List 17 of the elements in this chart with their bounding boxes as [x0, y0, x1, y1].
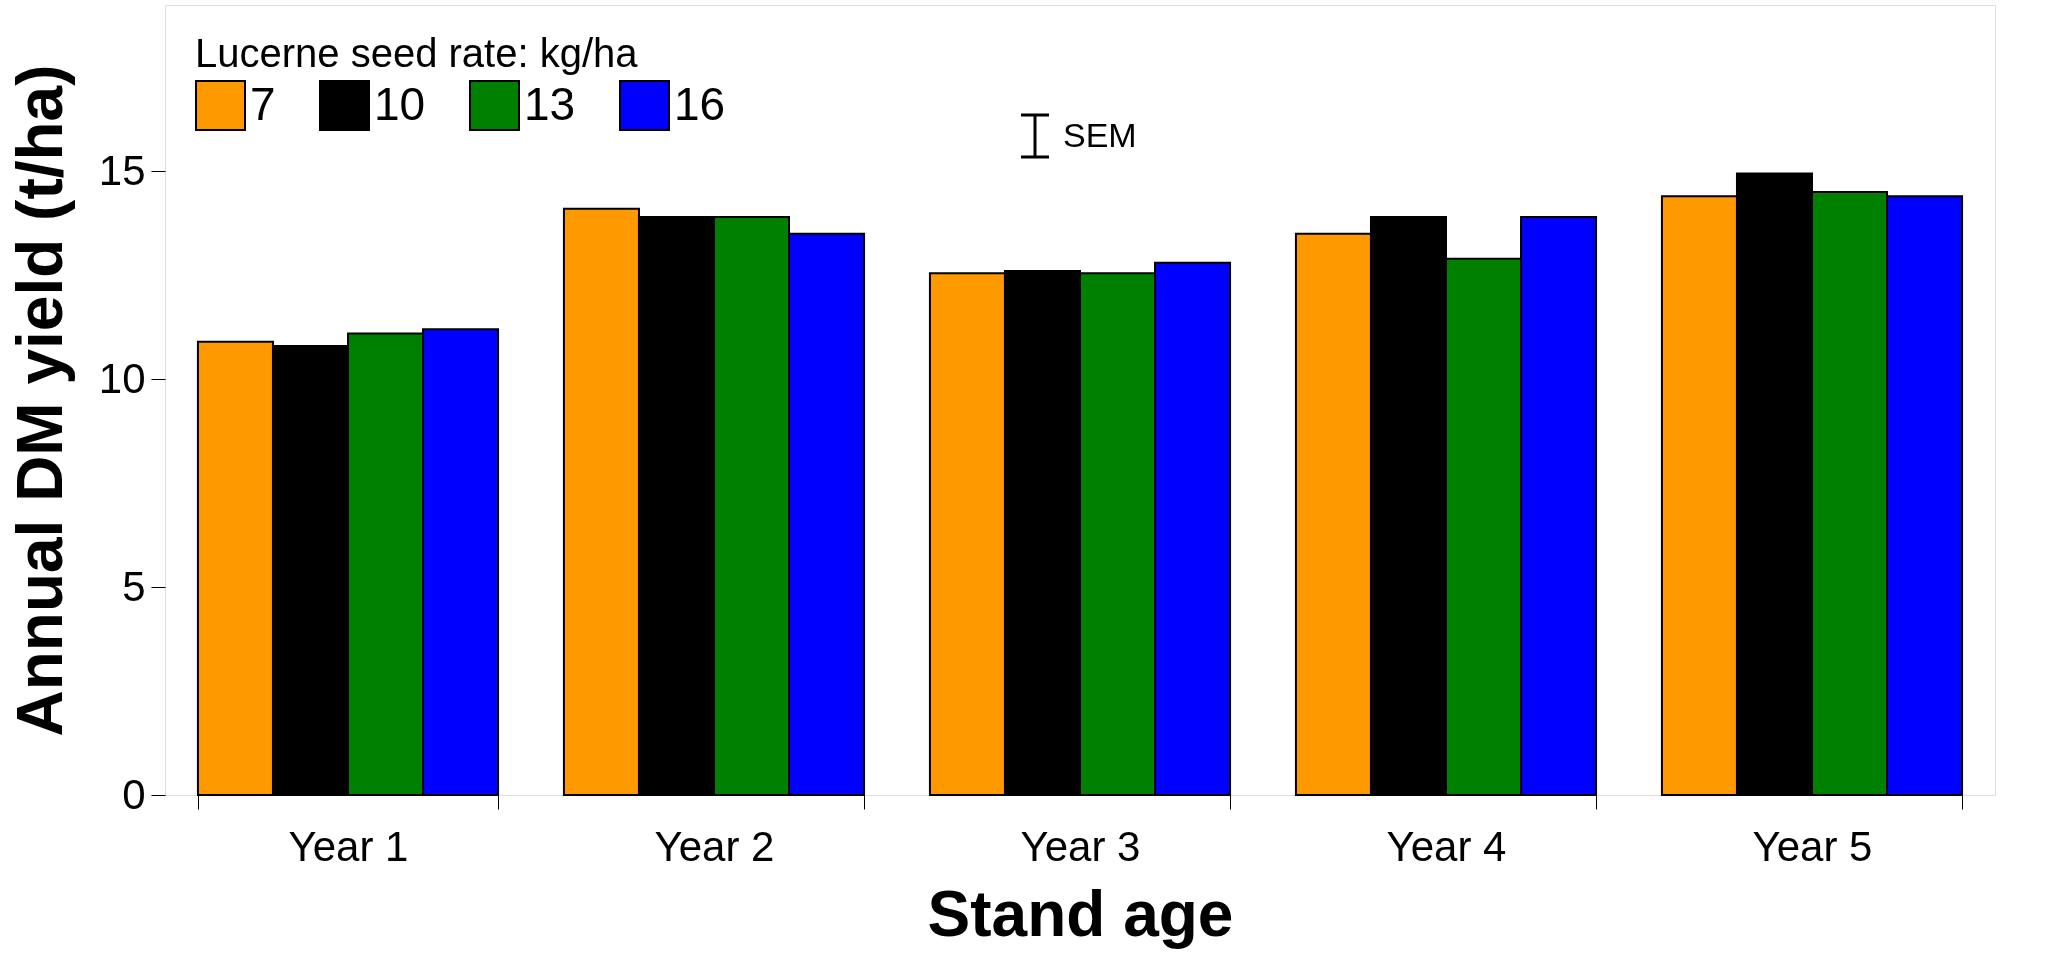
y-tick-label: 0 [122, 770, 146, 818]
legend-label: 10 [374, 77, 426, 130]
x-tick-label: Year 2 [654, 822, 775, 870]
y-tick-label: 10 [98, 354, 146, 402]
legend-label: 13 [524, 77, 576, 130]
x-tick-label: Year 3 [1020, 822, 1141, 870]
x-tick-label: Year 1 [288, 822, 409, 870]
legend-title: Lucerne seed rate: kg/ha [195, 31, 639, 75]
y-tick-label: 5 [122, 562, 146, 610]
legend-label: 16 [674, 77, 726, 130]
x-tick-label: Year 5 [1752, 822, 1873, 870]
y-axis-title: Annual DM yield (t/ha) [3, 64, 76, 737]
annotation: SEM [1063, 116, 1137, 154]
x-axis-title: Stand age [927, 877, 1234, 950]
y-tick-label: 15 [98, 146, 146, 194]
legend-label: 7 [250, 77, 276, 130]
x-tick-label: Year 4 [1386, 822, 1507, 870]
